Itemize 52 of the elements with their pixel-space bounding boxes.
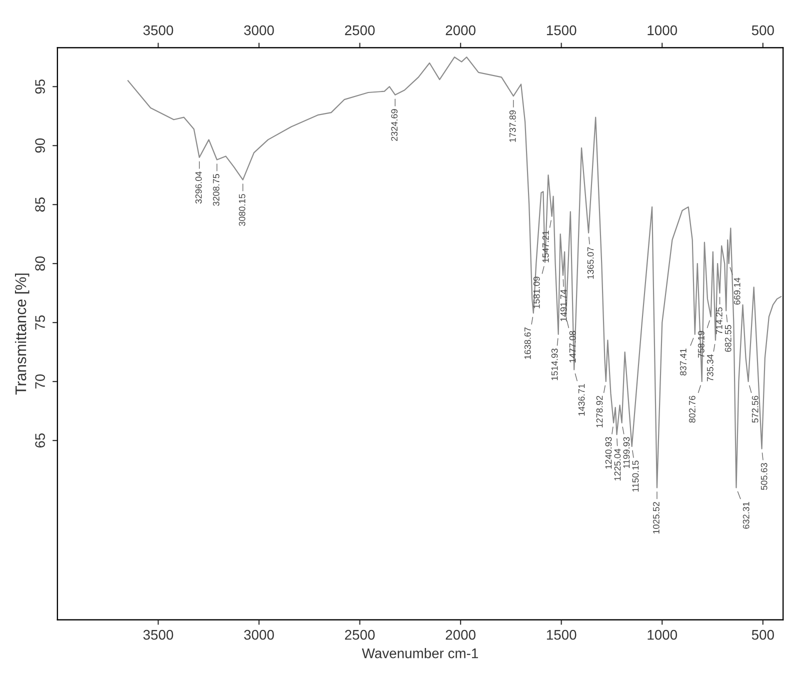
y-axis-title: Transmittance [%] bbox=[14, 274, 30, 395]
annotation: 1365.07 bbox=[587, 247, 594, 279]
x-tick-label: 3000 bbox=[244, 630, 274, 640]
annotation: 2324.69 bbox=[391, 109, 398, 141]
annotation: 1638.67 bbox=[524, 327, 531, 359]
annotation: 632.31 bbox=[742, 502, 750, 529]
x2-tick-label: 2500 bbox=[345, 25, 375, 36]
y-tick-label: 95 bbox=[35, 79, 45, 94]
annotation: 3080.15 bbox=[238, 194, 246, 226]
x2-tick-label: 2000 bbox=[446, 25, 476, 36]
x2-tick-label: 3500 bbox=[143, 25, 174, 36]
x2-tick-label: 1500 bbox=[546, 25, 576, 36]
annotation: 1491.74 bbox=[560, 290, 567, 322]
annotation: 572.56 bbox=[752, 396, 758, 423]
y-tick-label: 80 bbox=[35, 256, 45, 271]
annotation: 758.19 bbox=[698, 330, 704, 358]
x-tick-label: 500 bbox=[752, 630, 774, 640]
annotation: 3296.04 bbox=[195, 172, 202, 204]
y-tick-label: 65 bbox=[35, 433, 45, 448]
annotation: 714.25 bbox=[716, 307, 722, 334]
annotation: 1737.89 bbox=[509, 110, 516, 142]
annotation: 837.41 bbox=[680, 348, 686, 376]
annotation: 3208.75 bbox=[212, 174, 220, 206]
annotation: 1278.92 bbox=[596, 396, 603, 428]
y-tick-label: 70 bbox=[35, 374, 45, 389]
annotation: 669.14 bbox=[734, 278, 740, 305]
x2-tick-label: 1000 bbox=[648, 25, 678, 36]
x-tick-label: 2500 bbox=[345, 630, 375, 640]
annotation: 505.63 bbox=[760, 463, 768, 490]
annotation: 802.76 bbox=[689, 396, 696, 423]
x2-tick-label: 500 bbox=[752, 25, 774, 36]
annotation: 1225.04 bbox=[614, 448, 621, 480]
annotation: 735.34 bbox=[706, 354, 714, 382]
annotation: 1581.09 bbox=[533, 276, 540, 308]
y-tick-label: 90 bbox=[35, 138, 45, 153]
annotation: 1514.93 bbox=[551, 348, 558, 380]
x2-tick-label: 3000 bbox=[244, 25, 274, 36]
x-tick-label: 1500 bbox=[546, 630, 576, 640]
annotation: 1199.93 bbox=[623, 437, 630, 468]
y-tick-label: 75 bbox=[35, 315, 45, 330]
annotation: 1240.93 bbox=[605, 437, 612, 469]
annotation: 1025.52 bbox=[653, 502, 660, 534]
x-axis-title: Wavenumber cm-1 bbox=[362, 648, 478, 658]
annotation: 1436.71 bbox=[578, 384, 585, 416]
x-tick-label: 1000 bbox=[648, 630, 678, 640]
annotation: 1547.21 bbox=[542, 230, 549, 262]
annotation: 1150.15 bbox=[632, 460, 639, 492]
y-tick-label: 85 bbox=[35, 197, 45, 212]
annotation: 1477.08 bbox=[569, 330, 576, 362]
x-tick-label: 3500 bbox=[143, 630, 174, 640]
x-tick-label: 2000 bbox=[446, 630, 476, 640]
annotation: 682.55 bbox=[724, 325, 732, 352]
